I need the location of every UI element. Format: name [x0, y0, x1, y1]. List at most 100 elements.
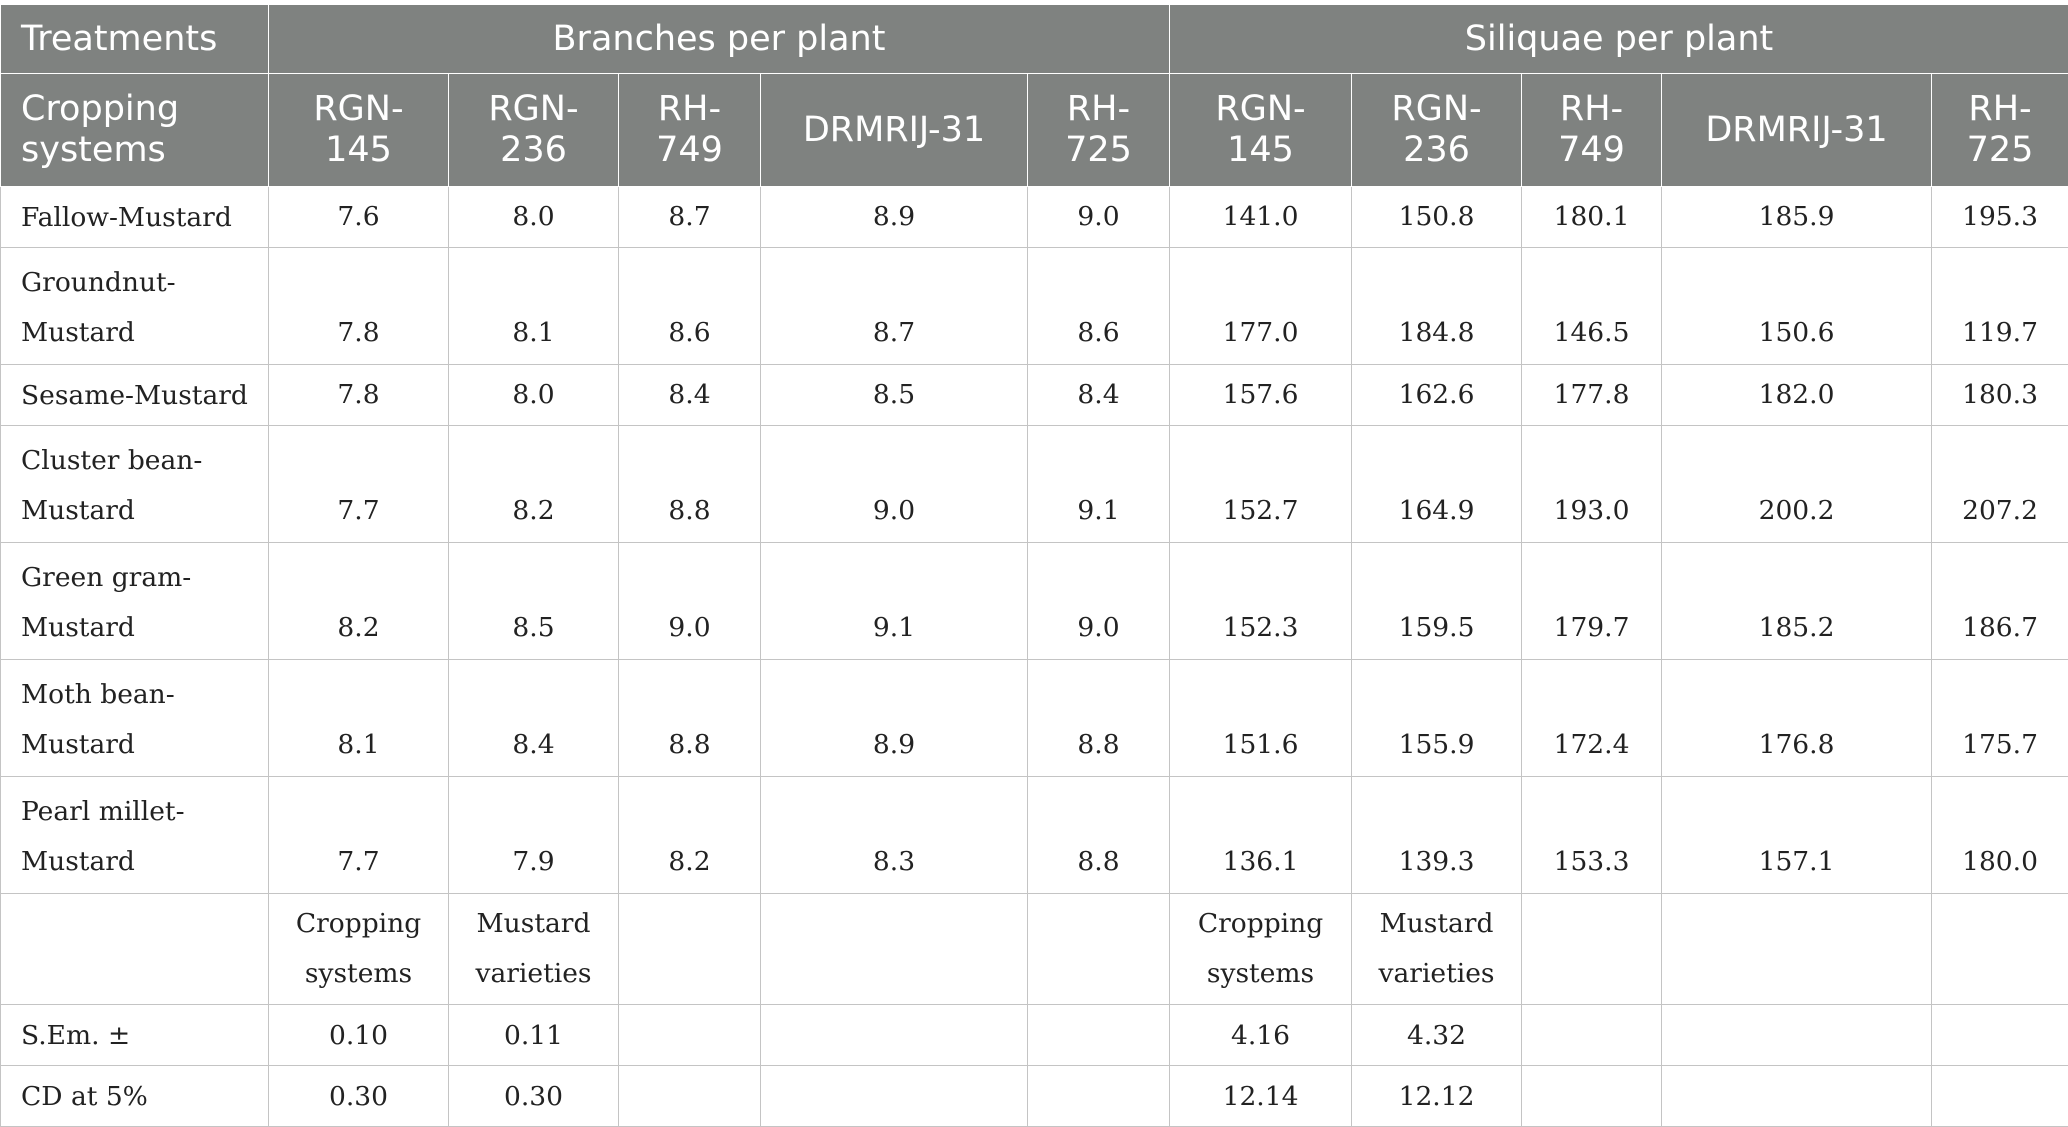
cell-text-line: Mustard [21, 837, 268, 887]
siliquae-value-cell: 153.3 [1522, 777, 1662, 894]
cell-text-line: Cropping [1170, 899, 1351, 949]
empty-cell [1028, 1005, 1170, 1066]
header-text-line: RGN- [449, 89, 618, 130]
siliquae-value-cell: 180.0 [1932, 777, 2068, 894]
branches-value-cell: 8.2 [269, 543, 449, 660]
stats-value-cell: 0.11 [449, 1005, 619, 1066]
siliquae-value-cell: 200.2 [1662, 426, 1932, 543]
siliquae-value-cell: 162.6 [1352, 365, 1522, 426]
row-label: Green gram-Mustard [1, 543, 269, 660]
cell-text-line: varieties [1352, 949, 1521, 999]
branches-value-cell: 9.1 [761, 543, 1028, 660]
branches-value-cell: 9.1 [1028, 426, 1170, 543]
cell-text-line: Mustard [449, 899, 618, 949]
branches-value-cell: 7.8 [269, 365, 449, 426]
branches-value-cell: 8.3 [761, 777, 1028, 894]
siliquae-value-cell: 155.9 [1352, 660, 1522, 777]
siliquae-value-cell: 157.1 [1662, 777, 1932, 894]
header-variety: RH-725 [1028, 74, 1170, 187]
cell-text-line: Moth bean- [21, 670, 268, 720]
header-text-line: RH- [1522, 89, 1661, 130]
siliquae-value-cell: 139.3 [1352, 777, 1522, 894]
siliquae-value-cell: 172.4 [1522, 660, 1662, 777]
branches-value-cell: 9.0 [761, 426, 1028, 543]
siliquae-value-cell: 185.2 [1662, 543, 1932, 660]
branches-value-cell: 7.8 [269, 248, 449, 365]
siliquae-value-cell: 180.3 [1932, 365, 2068, 426]
empty-cell [1932, 1005, 2068, 1066]
branches-value-cell: 8.5 [449, 543, 619, 660]
empty-cell [1028, 1066, 1170, 1127]
cell-text-line: Pearl millet- [21, 787, 268, 837]
siliquae-value-cell: 150.6 [1662, 248, 1932, 365]
branches-value-cell: 7.7 [269, 426, 449, 543]
header-variety: RH-725 [1932, 74, 2068, 187]
empty-cell [1662, 1066, 1932, 1127]
stats-value-cell: 4.16 [1170, 1005, 1352, 1066]
cell-text-line: Mustard [1352, 899, 1521, 949]
siliquae-value-cell: 195.3 [1932, 187, 2068, 248]
siliquae-value-cell: 119.7 [1932, 248, 2068, 365]
siliquae-value-cell: 157.6 [1170, 365, 1352, 426]
header-branches-per-plant: Branches per plant [269, 5, 1170, 74]
empty-cell [1522, 1066, 1662, 1127]
branches-value-cell: 8.4 [619, 365, 761, 426]
branches-value-cell: 8.4 [1028, 365, 1170, 426]
siliquae-value-cell: 164.9 [1352, 426, 1522, 543]
header-variety: RGN-145 [269, 74, 449, 187]
row-label: Fallow-Mustard [1, 187, 269, 248]
siliquae-value-cell: 193.0 [1522, 426, 1662, 543]
header-text-line: systems [21, 130, 268, 171]
header-text-line: RH- [1932, 89, 2068, 130]
header-text-line: 749 [619, 130, 760, 171]
cell-text-line: Mustard [21, 308, 268, 358]
empty-cell [1028, 894, 1170, 1005]
cell-text-line: systems [269, 949, 448, 999]
empty-cell [1932, 894, 2068, 1005]
branches-value-cell: 8.8 [619, 660, 761, 777]
stats-value-cell: 12.12 [1352, 1066, 1522, 1127]
branches-value-cell: 8.7 [761, 248, 1028, 365]
empty-cell [761, 1066, 1028, 1127]
header-siliquae-per-plant: Siliquae per plant [1170, 5, 2068, 74]
branches-value-cell: 7.9 [449, 777, 619, 894]
siliquae-value-cell: 177.0 [1170, 248, 1352, 365]
header-variety: RH-749 [619, 74, 761, 187]
cell-text-line: Green gram- [21, 553, 268, 603]
branches-value-cell: 8.9 [761, 660, 1028, 777]
row-label: Cluster bean-Mustard [1, 426, 269, 543]
siliquae-value-cell: 185.9 [1662, 187, 1932, 248]
cell-text-line: Groundnut- [21, 258, 268, 308]
siliquae-value-cell: 159.5 [1352, 543, 1522, 660]
cell-text-line: Mustard [21, 720, 268, 770]
header-variety: DRMRIJ-31 [761, 74, 1028, 187]
siliquae-value-cell: 146.5 [1522, 248, 1662, 365]
siliquae-value-cell: 151.6 [1170, 660, 1352, 777]
branches-value-cell: 9.0 [619, 543, 761, 660]
stats-value-cell: 12.14 [1170, 1066, 1352, 1127]
empty-cell [1522, 894, 1662, 1005]
siliquae-value-cell: 136.1 [1170, 777, 1352, 894]
siliquae-value-cell: 152.7 [1170, 426, 1352, 543]
stats-label: S.Em. ± [1, 1005, 269, 1066]
branches-value-cell: 8.8 [1028, 660, 1170, 777]
header-text-line: RGN- [269, 89, 448, 130]
branches-value-cell: 8.8 [1028, 777, 1170, 894]
cell-text-line: varieties [449, 949, 618, 999]
branches-value-cell: 8.1 [449, 248, 619, 365]
empty-cell [1662, 1005, 1932, 1066]
header-text-line: 749 [1522, 130, 1661, 171]
header-variety: RGN-145 [1170, 74, 1352, 187]
siliquae-value-cell: 184.8 [1352, 248, 1522, 365]
siliquae-value-cell: 179.7 [1522, 543, 1662, 660]
